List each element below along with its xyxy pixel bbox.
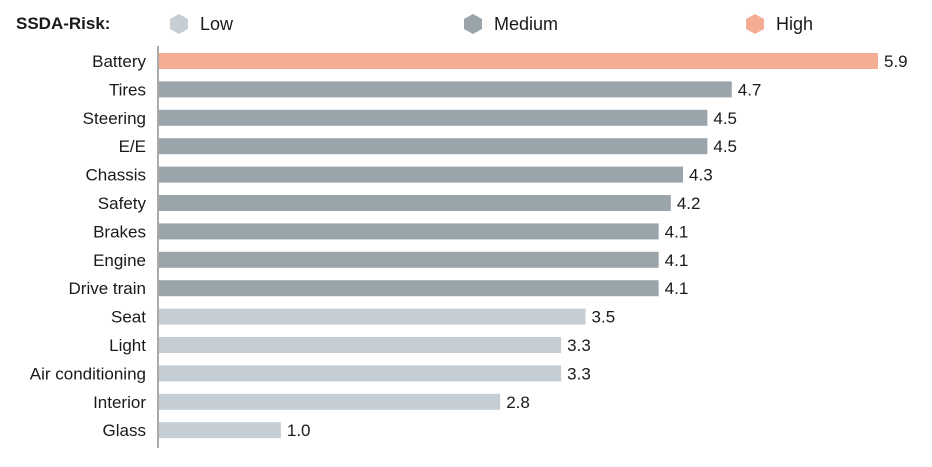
- category-label: Steering: [83, 109, 146, 128]
- bar: [159, 223, 659, 240]
- bar: [159, 422, 281, 439]
- category-label: Chassis: [86, 166, 146, 185]
- bar: [159, 251, 659, 268]
- category-label: Brakes: [93, 222, 146, 241]
- category-label: Battery: [92, 52, 146, 71]
- hexagon-icon: [464, 14, 482, 34]
- legend-label-medium: Medium: [494, 13, 559, 34]
- value-label: 4.1: [665, 251, 689, 270]
- legend-label-high: High: [776, 13, 814, 34]
- value-label: 3.3: [567, 336, 591, 355]
- bar: [159, 365, 562, 382]
- value-label: 4.7: [738, 80, 762, 99]
- legend-item-high: High: [744, 12, 813, 36]
- legend: SSDA-Risk: Low Medium High: [0, 0, 932, 48]
- bar: [159, 280, 659, 297]
- category-label: Drive train: [69, 279, 146, 298]
- value-label: 2.8: [506, 393, 530, 412]
- legend-item-medium: Medium: [462, 12, 558, 36]
- legend-item-low: Low: [168, 12, 233, 36]
- legend-label-low: Low: [200, 13, 234, 34]
- bar: [159, 195, 671, 211]
- value-label: 4.5: [713, 137, 737, 156]
- value-label: 5.9: [884, 52, 908, 71]
- bar: [159, 138, 708, 155]
- bar: [159, 109, 708, 126]
- category-label: Safety: [98, 194, 147, 213]
- category-label: Air conditioning: [30, 364, 146, 383]
- category-label: Engine: [93, 251, 146, 270]
- category-label: Glass: [103, 421, 146, 440]
- value-label: 4.5: [713, 109, 737, 128]
- value-label: 3.5: [592, 308, 616, 327]
- value-label: 4.1: [665, 222, 689, 241]
- category-label: Interior: [93, 393, 146, 412]
- category-label: E/E: [119, 137, 146, 156]
- value-label: 4.3: [689, 166, 713, 185]
- category-label: Light: [109, 336, 146, 355]
- value-label: 4.1: [665, 279, 689, 298]
- bar: [159, 393, 501, 410]
- value-label: 1.0: [287, 421, 311, 440]
- hexagon-icon: [170, 14, 188, 34]
- bar: [159, 53, 878, 69]
- category-label: Seat: [111, 308, 146, 327]
- bar: [159, 337, 562, 353]
- bar: [159, 308, 586, 325]
- bar: [159, 81, 732, 98]
- category-label: Tires: [109, 80, 146, 99]
- value-label: 4.2: [677, 194, 701, 213]
- legend-title: SSDA-Risk:: [16, 14, 111, 33]
- bar: [159, 166, 684, 183]
- hexagon-icon: [746, 14, 764, 34]
- value-label: 3.3: [567, 364, 591, 383]
